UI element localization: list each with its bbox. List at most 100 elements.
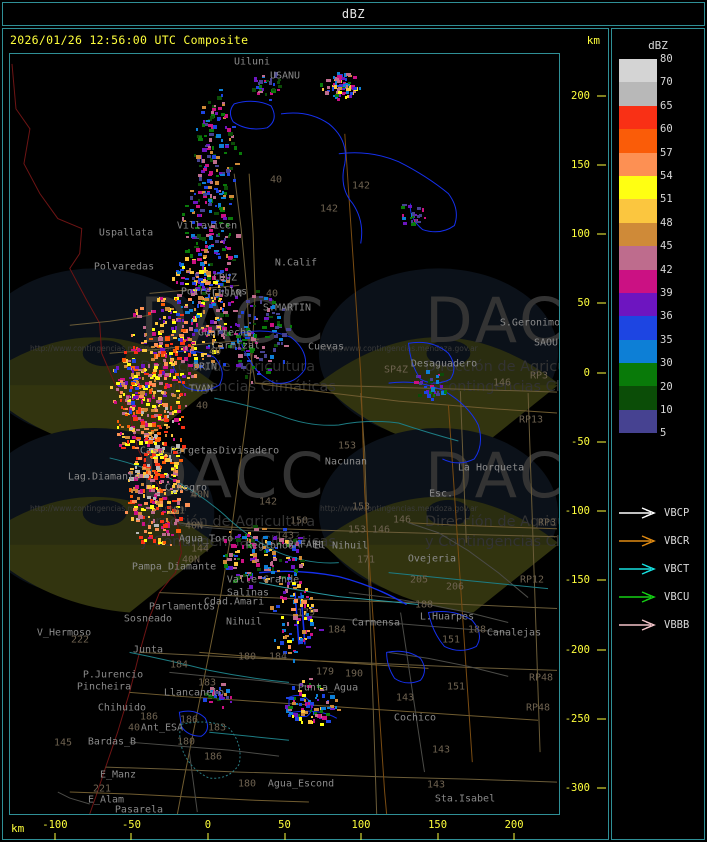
radar-echo-pixel [155,439,160,442]
radar-echo-pixel [218,233,220,236]
place-label: Sta.Isabel [434,793,496,805]
radar-echo-pixel [424,391,428,394]
radar-echo-pixel [190,289,193,293]
radar-echo-pixel [203,255,207,258]
radar-echo-pixel [230,696,232,699]
radar-echo-pixel [225,554,228,557]
radar-echo-pixel [158,405,160,407]
radar-echo-pixel [131,366,135,370]
radar-echo-pixel [135,489,138,493]
radar-echo-pixel [203,310,205,314]
radar-echo-pixel [138,407,141,411]
radar-echo-pixel [204,166,207,168]
radar-echo-pixel [306,646,311,648]
radar-echo-pixel [306,596,309,598]
radar-echo-pixel [143,494,145,498]
route-label: 144 [190,543,210,555]
radar-echo-pixel [175,519,179,522]
radar-echo-pixel [140,425,145,428]
radar-echo-pixel [275,326,279,329]
radar-echo-pixel [337,80,340,83]
radar-echo-pixel [252,305,256,307]
radar-echo-pixel [153,497,156,500]
radar-echo-pixel [227,262,231,265]
x-axis-tick-mark [54,833,56,840]
route-label: 146 [392,514,412,526]
radar-echo-pixel [225,246,227,249]
radar-echo-pixel [145,423,148,427]
radar-echo-pixel [217,96,222,100]
radar-echo-pixel [259,89,262,91]
radar-echo-pixel [205,201,207,204]
radar-echo-pixel [264,354,267,358]
radar-echo-pixel [402,214,404,218]
radar-echo-pixel [297,584,301,588]
radar-echo-pixel [408,205,412,208]
radar-echo-pixel [270,606,274,610]
radar-echo-pixel [220,241,223,243]
radar-echo-pixel [229,203,232,205]
radar-echo-pixel [147,399,149,402]
radar-echo-pixel [232,259,236,261]
radar-echo-pixel [287,577,290,579]
radar-echo-pixel [296,703,298,705]
colorbar-tick-label: 60 [660,123,673,136]
radar-echo-pixel [268,360,272,362]
radar-echo-pixel [141,431,144,434]
y-axis-tick-label: 100 [571,228,590,241]
radar-echo-pixel [188,372,191,375]
radar-echo-pixel [255,559,259,562]
radar-echo-pixel [163,316,166,319]
radar-echo-pixel [273,558,277,561]
radar-echo-pixel [413,215,415,218]
radar-echo-pixel [176,313,180,316]
place-label: Casa Pargetas [139,445,219,457]
radar-echo-pixel [235,347,237,350]
radar-echo-pixel [141,371,144,373]
radar-echo-pixel [203,270,208,273]
vector-legend-item: VBCT [618,555,704,583]
radar-echo-pixel [285,705,290,709]
radar-echo-pixel [234,558,236,560]
radar-plot-area[interactable]: DACC Dirección de Agricultura y Continge… [9,53,560,815]
radar-echo-pixel [194,374,197,378]
radar-echo-pixel [234,562,238,566]
radar-echo-pixel [441,391,446,395]
radar-echo-pixel [277,324,282,327]
radar-echo-pixel [110,386,113,389]
radar-echo-pixel [289,545,291,547]
radar-echo-pixel [173,479,177,482]
arrow-icon [619,619,656,631]
radar-echo-pixel [163,395,167,397]
radar-echo-pixel [144,373,149,375]
radar-echo-pixel [327,707,331,709]
radar-echo-pixel [194,246,199,248]
radar-echo-pixel [132,428,135,432]
radar-echo-pixel [125,381,128,385]
radar-echo-pixel [256,86,261,89]
radar-echo-pixel [260,300,262,304]
radar-echo-pixel [194,193,196,195]
radar-echo-pixel [258,82,260,85]
radar-echo-pixel [210,687,214,690]
radar-echo-pixel [214,250,219,252]
radar-echo-pixel [258,576,262,579]
radar-echo-pixel [170,369,174,373]
radar-echo-pixel [431,398,434,401]
radar-echo-pixel [209,233,214,235]
radar-echo-pixel [359,87,361,90]
radar-echo-pixel [233,580,237,583]
radar-echo-pixel [138,457,142,460]
radar-echo-pixel [158,331,162,335]
radar-echo-pixel [185,257,189,261]
radar-echo-pixel [300,683,303,686]
x-axis-tick-mark [130,833,132,840]
radar-echo-pixel [433,394,435,397]
radar-echo-pixel [335,82,337,85]
radar-echo-pixel [337,85,342,87]
radar-echo-pixel [196,276,199,278]
radar-echo-pixel [283,591,286,594]
radar-echo-pixel [188,353,191,357]
radar-echo-pixel [226,254,228,258]
radar-echo-pixel [165,434,167,437]
